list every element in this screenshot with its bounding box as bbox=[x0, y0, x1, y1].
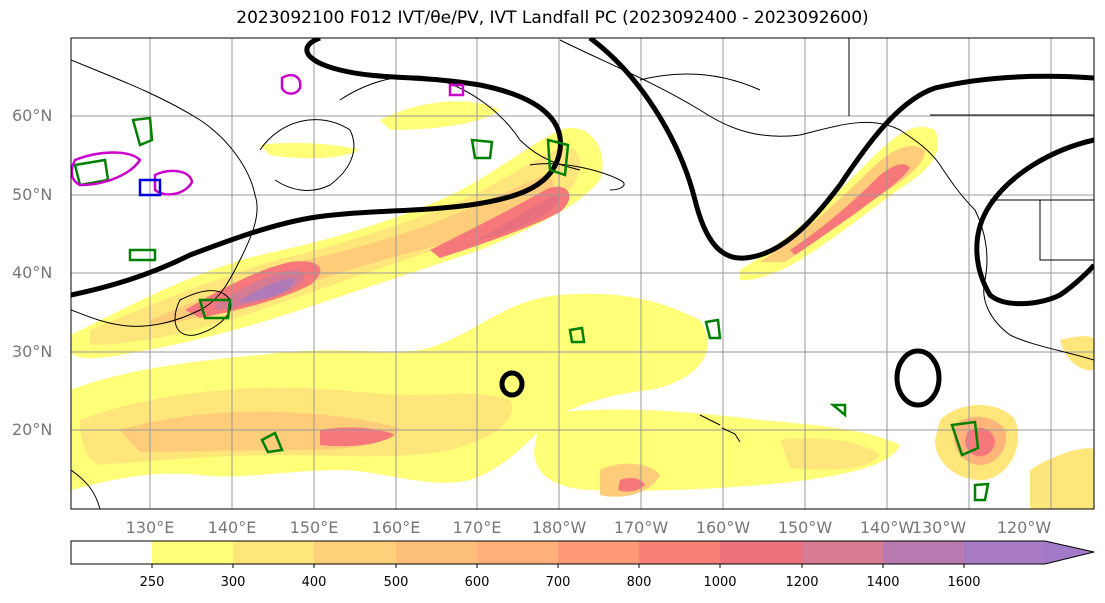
colorbar-label-300: 300 bbox=[220, 575, 246, 590]
map-content bbox=[71, 38, 1094, 509]
lon-label-120w: 120°W bbox=[996, 518, 1052, 537]
graticule bbox=[71, 38, 1094, 509]
colorbar bbox=[70, 540, 1095, 568]
colorbar-label-1600: 1600 bbox=[947, 575, 981, 590]
colorbar-label-1000: 1000 bbox=[703, 575, 737, 590]
colorbar-label-1400: 1400 bbox=[866, 575, 900, 590]
lon-label-170w: 170°W bbox=[613, 518, 669, 537]
colorbar-label-800: 800 bbox=[626, 575, 652, 590]
colorbar-label-400: 400 bbox=[301, 575, 327, 590]
lon-label-140e: 140°E bbox=[207, 518, 257, 537]
map-title: 2023092100 F012 IVT/θe/PV, IVT Landfall … bbox=[236, 8, 869, 28]
lon-label-160w: 160°W bbox=[695, 518, 751, 537]
lon-label-150e: 150°E bbox=[289, 518, 339, 537]
theta-e-contours bbox=[71, 74, 990, 502]
colorbar-label-500: 500 bbox=[383, 575, 409, 590]
colorbar-label-1200: 1200 bbox=[785, 575, 819, 590]
lat-label-50n: 50°N bbox=[12, 185, 53, 204]
colorbar-label-250: 250 bbox=[139, 575, 165, 590]
lon-label-150w: 150°W bbox=[777, 518, 833, 537]
map-border bbox=[70, 37, 1095, 510]
lon-label-140w: 140°W bbox=[859, 518, 915, 537]
pv-contours bbox=[71, 38, 1094, 408]
lon-label-170e: 170°E bbox=[452, 518, 502, 537]
lon-label-180w: 180°W bbox=[531, 518, 587, 537]
lon-label-130e: 130°E bbox=[125, 518, 175, 537]
lat-label-40n: 40°N bbox=[12, 263, 53, 282]
lat-label-30n: 30°N bbox=[12, 342, 53, 361]
lon-label-130w: 130°W bbox=[911, 518, 967, 537]
colorbar-label-600: 600 bbox=[464, 575, 490, 590]
colorbar-label-700: 700 bbox=[545, 575, 571, 590]
lat-label-60n: 60°N bbox=[12, 106, 53, 125]
lon-label-160e: 160°E bbox=[371, 518, 421, 537]
lat-label-20n: 20°N bbox=[12, 420, 53, 439]
